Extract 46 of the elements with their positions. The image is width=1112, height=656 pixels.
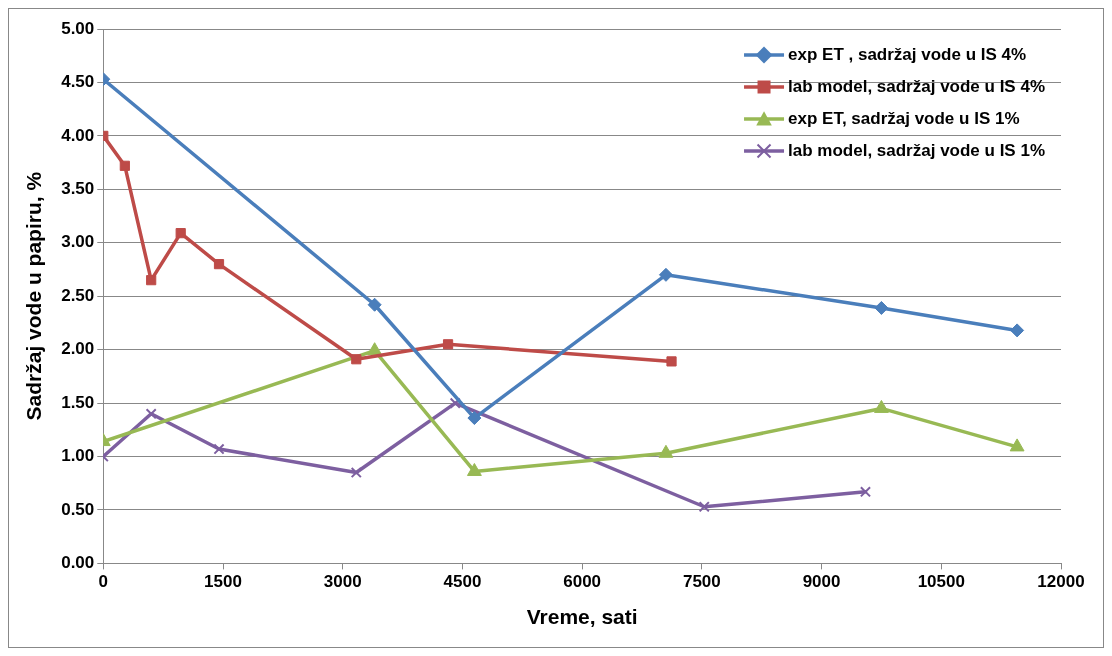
point bbox=[859, 486, 872, 498]
y-axis-title: Sadržaj vode u papiru, % bbox=[22, 171, 46, 421]
point bbox=[449, 397, 461, 409]
legend-label: lab model, sadržaj vode u IS 1% bbox=[788, 140, 1045, 160]
point bbox=[666, 356, 677, 367]
y-tick-label: 0.50 bbox=[61, 499, 95, 519]
x-tick-label: 6000 bbox=[563, 572, 602, 592]
x-tick-label: 12000 bbox=[1037, 572, 1085, 592]
point bbox=[1010, 323, 1025, 338]
y-tick-label: 4.50 bbox=[61, 72, 95, 92]
legend-label: exp ET, sadržaj vode u IS 1% bbox=[788, 108, 1020, 128]
point bbox=[146, 275, 157, 286]
point bbox=[874, 300, 889, 315]
y-tick-label: 2.50 bbox=[61, 285, 95, 305]
x-tick-label: 7500 bbox=[682, 572, 721, 592]
point bbox=[350, 466, 362, 479]
point bbox=[442, 339, 454, 350]
point bbox=[213, 443, 225, 455]
y-tick-label: 4.00 bbox=[61, 125, 95, 145]
y-tick-label: 1.50 bbox=[61, 392, 95, 412]
point bbox=[119, 160, 130, 171]
x-tick-label: 4500 bbox=[443, 572, 482, 592]
point bbox=[1009, 438, 1025, 452]
y-tick-label: 2.00 bbox=[61, 339, 95, 359]
point bbox=[175, 228, 186, 239]
point bbox=[467, 411, 482, 426]
x-axis-title: Vreme, sati bbox=[526, 605, 638, 629]
point bbox=[658, 267, 673, 282]
y-tick-label: 1.00 bbox=[61, 446, 95, 466]
x-tick-label: 0 bbox=[98, 572, 109, 592]
legend-label: lab model, sadržaj vode u IS 4% bbox=[788, 76, 1045, 96]
x-tick-label: 1500 bbox=[204, 572, 242, 592]
point bbox=[698, 501, 710, 513]
x-tick-label: 3000 bbox=[323, 572, 362, 592]
point bbox=[213, 259, 225, 270]
x-tick-label: 9000 bbox=[802, 572, 841, 592]
legend-label: exp ET , sadržaj vode u IS 4% bbox=[788, 44, 1027, 64]
point bbox=[145, 408, 157, 420]
y-tick-label: 3.50 bbox=[61, 179, 95, 199]
y-tick-label: 3.00 bbox=[61, 232, 95, 252]
x-tick-label: 10500 bbox=[917, 572, 965, 592]
point bbox=[367, 342, 383, 356]
point bbox=[367, 297, 382, 312]
point bbox=[351, 354, 362, 365]
y-tick-label: 0.00 bbox=[61, 553, 95, 573]
y-tick-label: 5.00 bbox=[61, 18, 95, 38]
